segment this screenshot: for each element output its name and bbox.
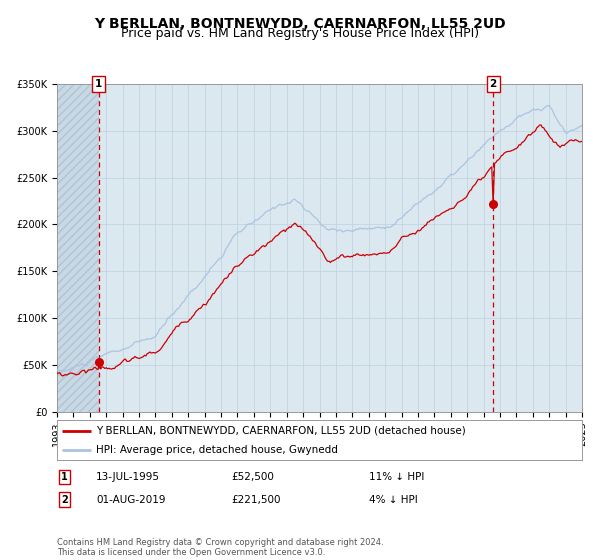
Text: 13-JUL-1995: 13-JUL-1995 [96,472,160,482]
Text: 01-AUG-2019: 01-AUG-2019 [96,494,166,505]
Text: Y BERLLAN, BONTNEWYDD, CAERNARFON, LL55 2UD: Y BERLLAN, BONTNEWYDD, CAERNARFON, LL55 … [94,17,506,31]
Text: Y BERLLAN, BONTNEWYDD, CAERNARFON, LL55 2UD (detached house): Y BERLLAN, BONTNEWYDD, CAERNARFON, LL55 … [97,426,466,436]
Text: Price paid vs. HM Land Registry's House Price Index (HPI): Price paid vs. HM Land Registry's House … [121,27,479,40]
Text: 2: 2 [490,79,497,89]
Text: 2: 2 [61,494,68,505]
Text: Contains HM Land Registry data © Crown copyright and database right 2024.
This d: Contains HM Land Registry data © Crown c… [57,538,383,557]
Text: £52,500: £52,500 [231,472,274,482]
Text: 4% ↓ HPI: 4% ↓ HPI [369,494,418,505]
Text: 11% ↓ HPI: 11% ↓ HPI [369,472,424,482]
Text: 1: 1 [95,79,103,89]
Text: £221,500: £221,500 [231,494,281,505]
Text: HPI: Average price, detached house, Gwynedd: HPI: Average price, detached house, Gwyn… [97,445,338,455]
Text: 1: 1 [61,472,68,482]
Bar [57,84,98,412]
